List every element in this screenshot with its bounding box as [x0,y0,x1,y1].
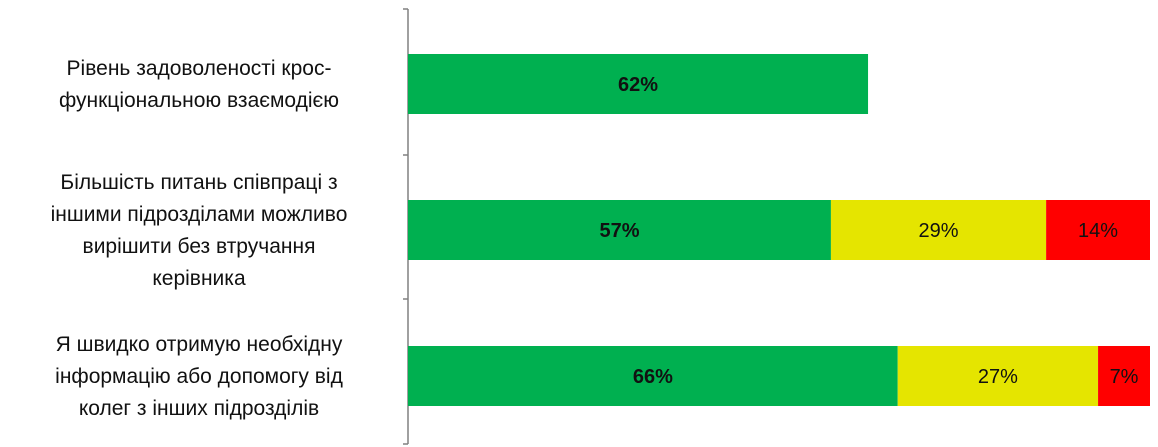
data-label: 14% [1078,220,1118,242]
category-labels: Рівень задоволеності крос-функціональною… [51,57,348,420]
data-label: 7% [1110,366,1139,388]
bar-segment [830,200,1047,260]
data-label: 27% [978,366,1018,388]
category-axis [403,8,409,445]
bar-segment [1098,346,1150,406]
data-label: 29% [919,220,959,242]
bar-segment [408,200,831,260]
category-label: Я швидко отримую необхідну інформацію або… [55,333,343,420]
data-label: 66% [633,366,673,388]
data-label: 62% [618,74,658,96]
bars: 62% 57% 29% 14% 66% 27% 7% [408,54,1150,406]
category-label: Більшість питань співпраці з іншими підро… [51,171,348,290]
category-label: Рівень задоволеності крос-функціональною… [59,57,339,112]
bar-segment [897,346,1099,406]
bar-segment [408,54,869,114]
bar-segment [408,346,898,406]
data-label: 57% [599,220,639,242]
bar-segment [1046,200,1150,260]
